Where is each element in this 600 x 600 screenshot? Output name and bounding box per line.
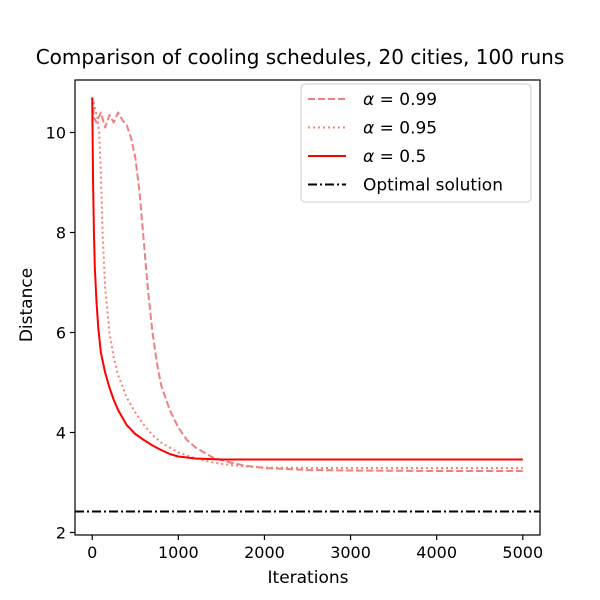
x-tick-label: 2000 [244, 543, 285, 562]
y-tick-label: 6 [56, 324, 66, 343]
legend-label-2: α = 0.5 [363, 147, 426, 167]
y-tick-label: 10 [46, 124, 66, 143]
x-tick-label: 4000 [416, 543, 457, 562]
axes-layer: 0 1000 2000 3000 4000 5000 2 4 6 8 10 [46, 79, 543, 562]
legend-label-1: α = 0.95 [363, 119, 437, 139]
y-tick-label: 2 [56, 524, 66, 543]
series-line-0 [91, 97, 523, 472]
chart-title: Comparison of cooling schedules, 20 citi… [36, 45, 565, 69]
x-tick-label: 0 [87, 543, 97, 562]
legend-box [300, 83, 532, 203]
legend-label-3: Optimal solution [363, 176, 503, 196]
x-tick-label: 5000 [502, 543, 543, 562]
series-line-1 [91, 97, 523, 469]
x-tick-label: 3000 [330, 543, 371, 562]
plot-frame [74, 79, 541, 536]
y-tick-label: 4 [56, 424, 66, 443]
series-line-2 [91, 97, 523, 461]
y-axis-label: Distance [17, 268, 37, 342]
legend: α = 0.99 α = 0.95 α = 0.5 Optimal solution [300, 83, 532, 203]
x-tick-label: 1000 [158, 543, 199, 562]
legend-label-0: α = 0.99 [363, 90, 437, 110]
x-axis-label: Iterations [268, 568, 349, 588]
series-layer [75, 97, 540, 513]
y-tick-label: 8 [56, 224, 66, 243]
